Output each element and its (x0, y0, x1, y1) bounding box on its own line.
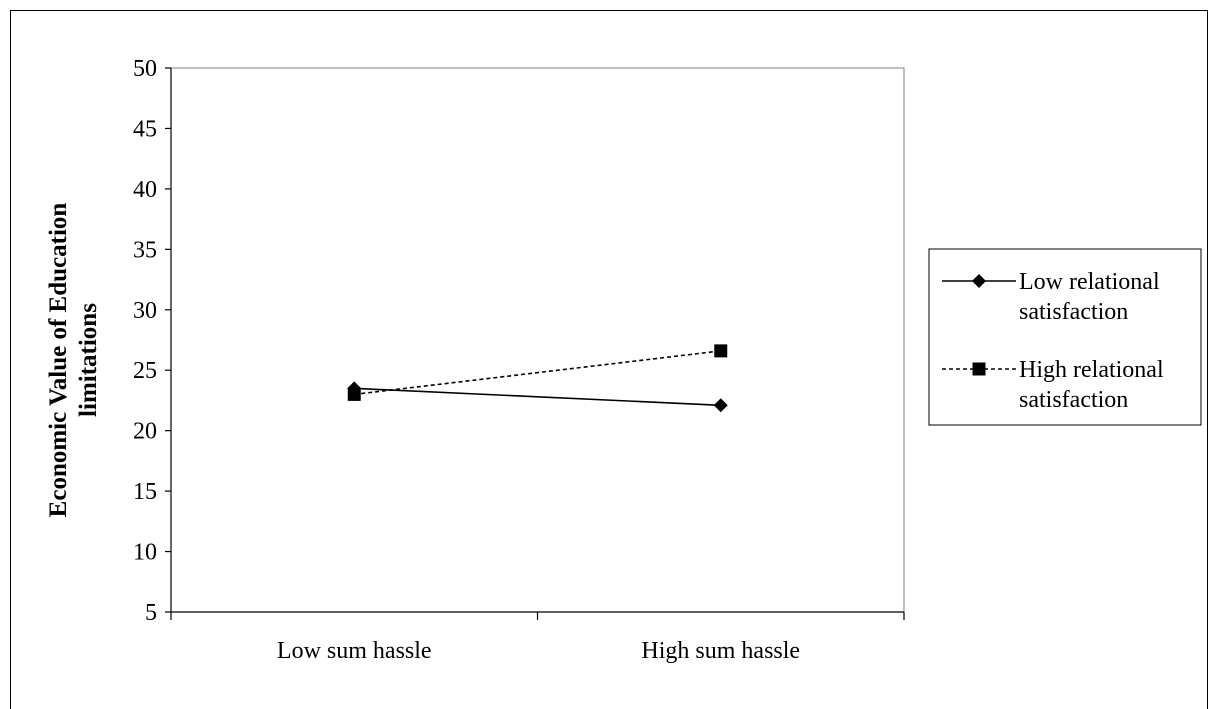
legend-label: Low relational (1019, 269, 1160, 295)
y-tick-label: 5 (145, 600, 157, 626)
x-tick-label: Low sum hassle (277, 638, 432, 664)
y-tick-label: 25 (133, 358, 157, 384)
y-tick-label: 50 (133, 56, 157, 82)
legend-label: satisfaction (1019, 299, 1128, 325)
legend-item-1: Low relational satisfaction (942, 269, 1160, 325)
legend-label: satisfaction (1019, 387, 1128, 413)
data-point (347, 387, 361, 401)
series-line (354, 350, 721, 396)
plot-area (170, 67, 905, 613)
data-point (713, 398, 728, 413)
y-axis-title: Economic Value of Education limitations (45, 203, 102, 518)
plot-area-border (170, 67, 905, 613)
axes: 5 10 15 20 25 30 35 40 45 50 Low sum hassle High su… (45, 56, 905, 664)
chart-frame (10, 10, 1208, 709)
y-tick-label: 45 (133, 116, 157, 142)
y-tick-label: 15 (133, 479, 157, 505)
legend-item-2: High relational satisfaction (942, 357, 1164, 413)
x-tick-label: High sum hassle (641, 638, 800, 664)
data-point (714, 344, 728, 358)
legend-marker (972, 362, 986, 376)
series-layer (347, 344, 728, 413)
y-tick-label: 35 (133, 237, 157, 263)
y-axis-title-line: limitations (75, 303, 102, 417)
legend-marker (972, 274, 986, 288)
y-tick-label: 40 (133, 177, 157, 203)
y-axis-title-line: Economic Value of Education (45, 203, 72, 518)
y-tick-label: 10 (133, 540, 157, 566)
legend-box (928, 248, 1202, 426)
y-tick-label: 30 (133, 298, 157, 324)
y-tick-label: 20 (133, 419, 157, 445)
legend-label: High relational (1019, 357, 1164, 383)
series-1 (347, 381, 728, 413)
series-2 (347, 344, 728, 401)
series-line (354, 387, 721, 407)
